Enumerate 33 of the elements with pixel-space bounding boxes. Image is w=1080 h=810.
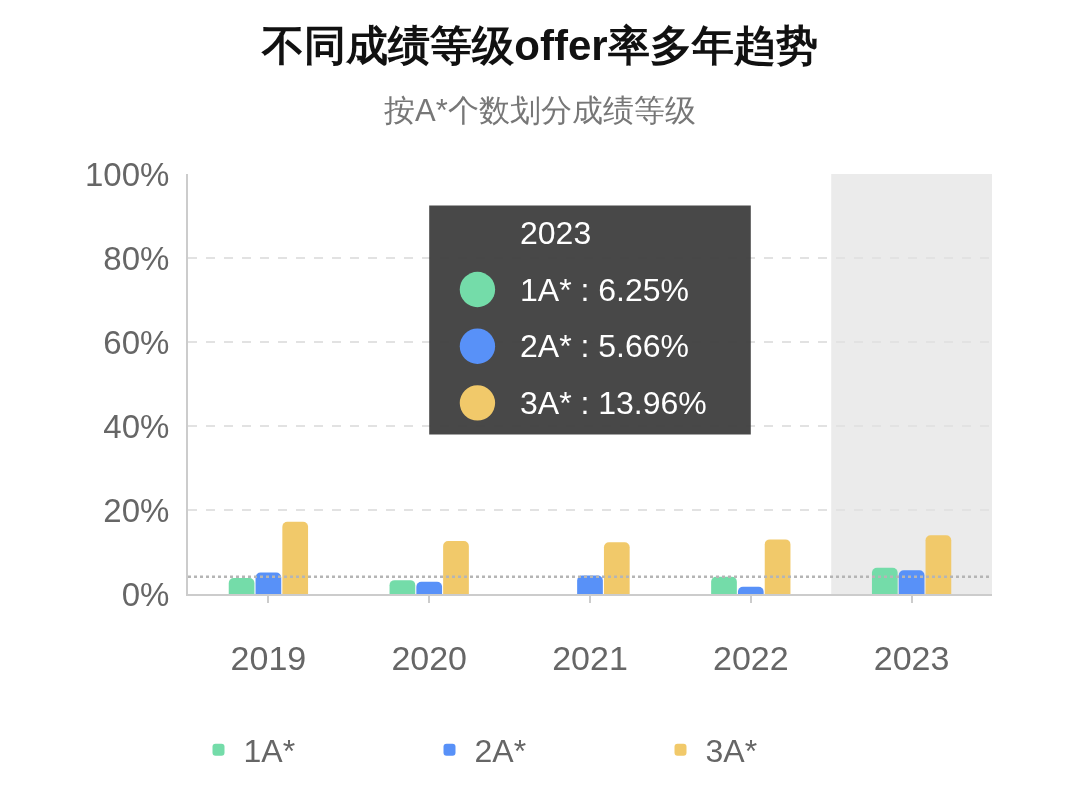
- bar: [577, 575, 603, 594]
- annotation: 2A* : 5.66%: [520, 328, 689, 364]
- bar: [255, 572, 282, 594]
- bar: [925, 535, 952, 594]
- x-tick-label: 2020: [391, 638, 468, 677]
- y-tick-label: 80%: [103, 239, 170, 277]
- y-tick-label: 100%: [84, 155, 170, 193]
- y-tick-label: 60%: [103, 323, 170, 361]
- bar: [711, 576, 737, 594]
- legend-label: 3A*: [705, 733, 758, 770]
- annotation: 1A* : 6.25%: [520, 272, 689, 308]
- bar: [871, 567, 898, 594]
- legend-label: 1A*: [243, 733, 296, 770]
- bar: [228, 578, 255, 594]
- bar: [443, 541, 469, 594]
- annotation: 2023: [520, 215, 592, 251]
- y-tick-label: 0%: [121, 575, 170, 613]
- bar: [416, 581, 443, 594]
- annotation: 3A* : 13.96%: [520, 385, 707, 421]
- bar: [282, 521, 309, 594]
- y-tick-label: 40%: [103, 407, 170, 445]
- x-tick-label: 2019: [230, 638, 307, 677]
- y-tick-label: 20%: [103, 491, 170, 529]
- legend-label: 2A*: [474, 733, 527, 770]
- x-tick-label: 2023: [873, 638, 950, 677]
- chart-subtitle: 按A*个数划分成绩等级: [384, 93, 696, 128]
- chart-title: 不同成绩等级offer率多年趋势: [261, 21, 818, 69]
- bar: [389, 580, 416, 594]
- bar: [603, 542, 630, 594]
- bar: [764, 539, 791, 594]
- bar: [898, 570, 925, 594]
- x-tick-label: 2021: [552, 638, 628, 677]
- x-tick-label: 2022: [712, 638, 789, 677]
